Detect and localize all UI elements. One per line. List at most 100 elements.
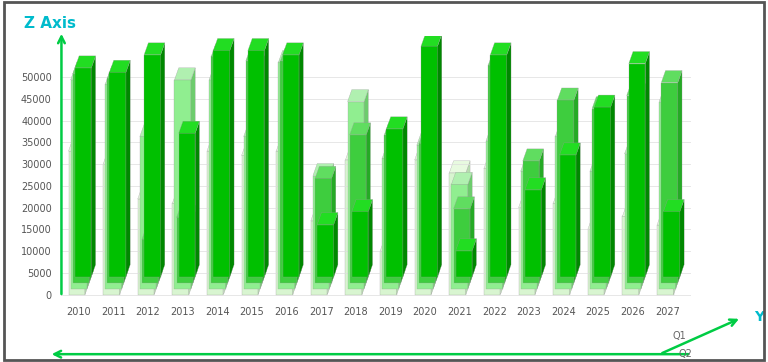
Bar <box>490 55 507 277</box>
Polygon shape <box>297 49 301 283</box>
Polygon shape <box>246 49 266 61</box>
Bar <box>248 50 264 277</box>
Polygon shape <box>179 121 200 133</box>
Polygon shape <box>657 213 678 225</box>
Bar <box>553 203 570 295</box>
Bar <box>486 141 502 289</box>
Text: Q2: Q2 <box>679 349 693 359</box>
Bar <box>103 164 120 295</box>
Bar <box>73 74 89 283</box>
Bar <box>311 221 327 295</box>
Polygon shape <box>468 172 472 289</box>
Polygon shape <box>207 139 227 151</box>
Bar <box>211 56 227 283</box>
Bar <box>590 171 607 289</box>
Bar <box>384 135 401 283</box>
Bar <box>68 151 85 295</box>
Polygon shape <box>572 125 576 289</box>
Polygon shape <box>421 34 442 46</box>
Polygon shape <box>431 148 435 295</box>
Bar <box>315 178 332 283</box>
Polygon shape <box>505 53 509 283</box>
Polygon shape <box>438 34 442 277</box>
Polygon shape <box>607 159 611 289</box>
Polygon shape <box>211 45 232 56</box>
Bar <box>349 135 366 283</box>
Polygon shape <box>611 95 615 277</box>
Text: Q1: Q1 <box>672 331 686 341</box>
Polygon shape <box>641 142 645 289</box>
Polygon shape <box>523 149 544 161</box>
Polygon shape <box>258 143 263 295</box>
Polygon shape <box>622 205 643 216</box>
Polygon shape <box>195 121 200 277</box>
Polygon shape <box>570 191 574 295</box>
Polygon shape <box>126 60 131 277</box>
Polygon shape <box>172 191 193 203</box>
Polygon shape <box>588 218 608 230</box>
Polygon shape <box>299 43 303 277</box>
Polygon shape <box>137 187 158 199</box>
Bar <box>659 102 676 289</box>
Polygon shape <box>248 38 269 50</box>
Bar <box>525 190 541 277</box>
Bar <box>386 129 403 277</box>
Bar <box>382 158 399 289</box>
Polygon shape <box>537 159 541 289</box>
Polygon shape <box>209 68 230 80</box>
Polygon shape <box>396 239 401 295</box>
Polygon shape <box>214 38 234 50</box>
Bar <box>172 203 189 295</box>
Bar <box>558 100 574 283</box>
Polygon shape <box>604 218 608 295</box>
Bar <box>207 151 223 295</box>
Bar <box>108 78 124 283</box>
Bar <box>110 72 126 277</box>
Polygon shape <box>243 125 264 136</box>
Polygon shape <box>507 43 511 277</box>
Polygon shape <box>242 143 263 155</box>
Bar <box>352 211 369 277</box>
Bar <box>214 50 230 277</box>
Polygon shape <box>560 143 581 155</box>
Bar <box>177 218 193 283</box>
Bar <box>313 176 329 289</box>
Polygon shape <box>484 156 505 168</box>
Polygon shape <box>333 212 338 277</box>
Bar <box>380 251 396 295</box>
Polygon shape <box>452 172 472 184</box>
Polygon shape <box>659 90 680 102</box>
Polygon shape <box>401 123 405 283</box>
Polygon shape <box>73 62 94 74</box>
Polygon shape <box>576 143 581 277</box>
Polygon shape <box>664 199 684 211</box>
Polygon shape <box>382 146 403 158</box>
Polygon shape <box>403 117 407 277</box>
Polygon shape <box>680 199 684 277</box>
Bar <box>419 143 435 283</box>
Polygon shape <box>189 191 193 295</box>
Polygon shape <box>85 139 89 295</box>
Bar <box>661 83 678 283</box>
Bar <box>144 55 161 277</box>
Polygon shape <box>417 133 438 145</box>
Polygon shape <box>191 68 195 289</box>
Polygon shape <box>645 51 650 277</box>
Bar <box>243 136 260 289</box>
Bar <box>346 160 362 295</box>
Polygon shape <box>110 60 131 72</box>
Bar <box>348 102 364 289</box>
Polygon shape <box>555 125 576 136</box>
Polygon shape <box>674 213 678 295</box>
Bar <box>140 136 157 289</box>
Polygon shape <box>590 159 611 171</box>
Bar <box>276 151 293 295</box>
Polygon shape <box>311 209 332 221</box>
Polygon shape <box>140 125 161 136</box>
Polygon shape <box>124 66 128 283</box>
Polygon shape <box>525 178 545 190</box>
Bar <box>454 209 470 283</box>
Polygon shape <box>263 49 266 283</box>
Polygon shape <box>230 38 234 277</box>
Polygon shape <box>174 68 195 80</box>
